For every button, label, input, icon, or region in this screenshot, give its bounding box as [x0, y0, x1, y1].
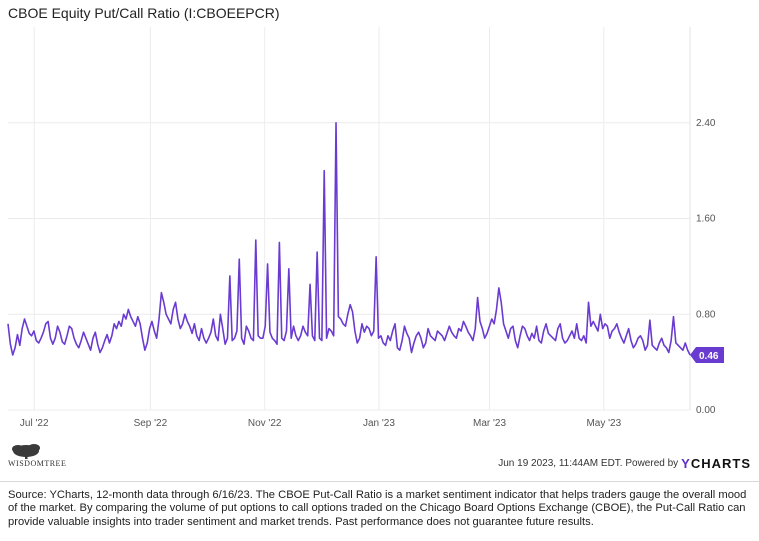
- last-value-badge-shape: [690, 346, 724, 363]
- x-tick-label: Nov '22: [248, 418, 282, 429]
- x-tick-label: Jul '22: [20, 418, 49, 429]
- last-value-label: 0.46: [699, 351, 719, 362]
- powered-by-stamp: Jun 19 2023, 11:44AM EDT. Powered by YCH…: [498, 456, 751, 471]
- put-call-ratio-chart: 0.00 0.80 1.60 2.40 Jul '22 Sep '22 Nov '22 Ja…: [7, 27, 724, 429]
- footer-divider: [0, 481, 759, 482]
- ycharts-brand-y: Y: [681, 456, 691, 471]
- wisdomtree-logo: [12, 444, 40, 459]
- y-tick-label: 2.40: [696, 118, 716, 129]
- chart-title: CBOE Equity Put/Call Ratio (I:CBOEEPCR): [8, 5, 280, 21]
- last-value-badge: 0.46: [690, 346, 724, 363]
- x-tick-label: Sep '22: [134, 418, 168, 429]
- logo-text: WISDOMTREE: [8, 459, 67, 468]
- series-line: [7, 121, 691, 356]
- y-tick-label: 0.00: [696, 405, 716, 416]
- y-axis: 0.00 0.80 1.60 2.40: [696, 118, 716, 416]
- horizontal-gridlines: [8, 122, 690, 411]
- y-tick-label: 0.80: [696, 309, 716, 320]
- timestamp: Jun 19 2023, 11:44AM EDT. Powered by: [498, 458, 679, 469]
- ycharts-brand[interactable]: YCHARTS: [681, 456, 751, 471]
- x-axis: Jul '22 Sep '22 Nov '22 Jan '23 Mar '23 May '…: [20, 418, 622, 429]
- source-note: Source: YCharts, 12-month data through 6…: [8, 489, 747, 528]
- ycharts-brand-rest: CHARTS: [690, 456, 751, 471]
- x-tick-label: Mar '23: [473, 418, 506, 429]
- x-tick-label: Jan '23: [363, 418, 395, 429]
- x-tick-label: May '23: [586, 418, 621, 429]
- y-tick-label: 1.60: [696, 214, 716, 225]
